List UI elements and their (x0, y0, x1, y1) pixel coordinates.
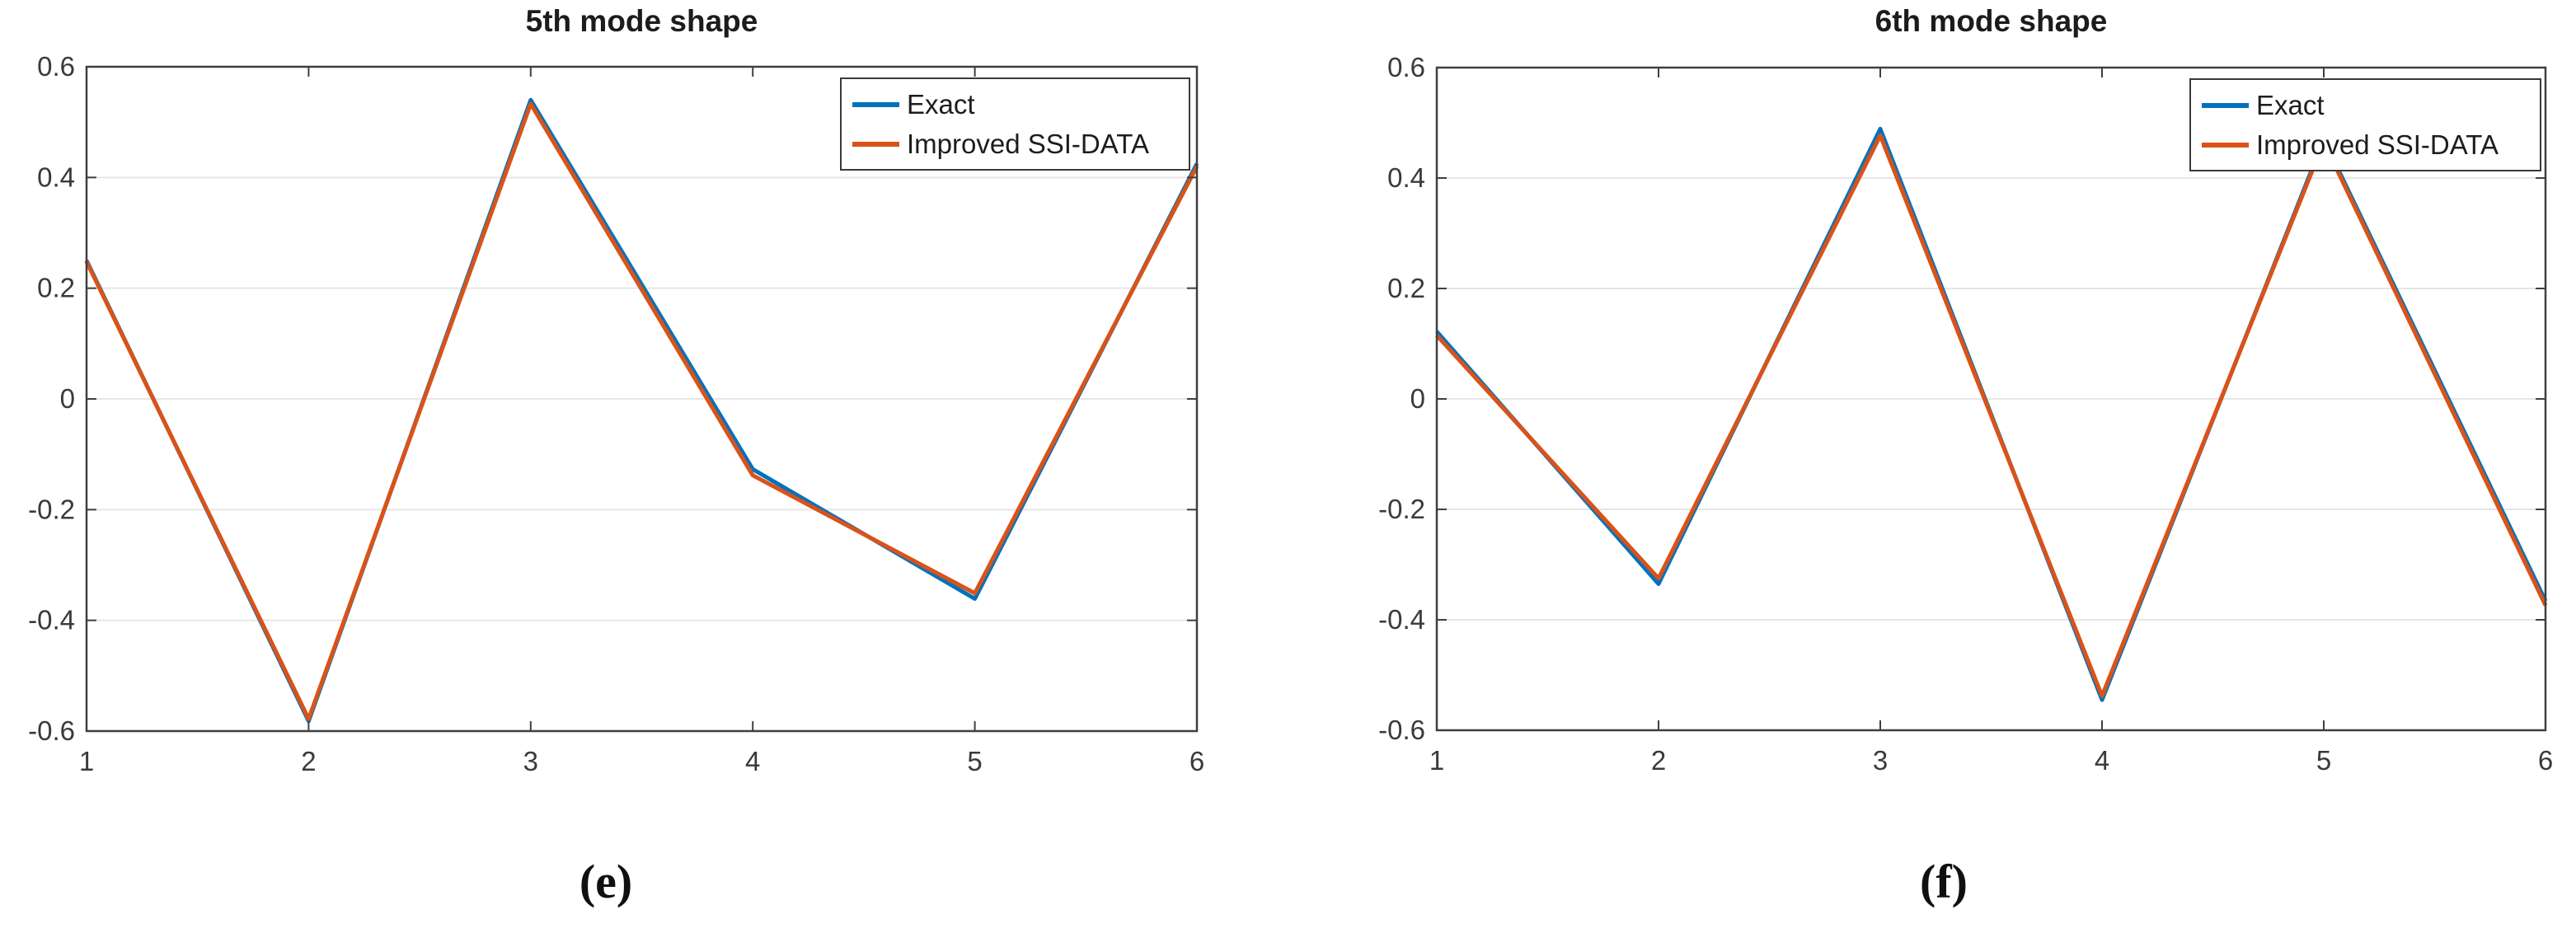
legend-right-chart: Exact Improved SSI-DATA (2189, 78, 2541, 171)
legend-left-chart: Exact Improved SSI-DATA (840, 77, 1190, 171)
x-tick-label: 3 (1873, 745, 1888, 776)
exact-line-swatch (852, 101, 899, 107)
y-tick-label: 0.4 (37, 162, 75, 192)
subfigure-caption-f: (f) (1920, 855, 1968, 908)
x-tick-label: 5 (967, 746, 982, 776)
chart-title-6th-mode: 6th mode shape (1875, 4, 2108, 38)
legend-label-improved-ssi-data: Improved SSI-DATA (2256, 129, 2499, 160)
legend-entry-improved-ssi-data: Improved SSI-DATA (2202, 131, 2540, 158)
chart-1: 0.6 0.4 0.2 0 -0.2 -0.4 -0.61 2 3 4 5 6 (1378, 52, 2553, 776)
series-line-improved-ssi-data (1435, 133, 2548, 698)
y-tick-label: 0.4 (1387, 162, 1425, 193)
legend-label-improved-ssi-data: Improved SSI-DATA (907, 129, 1150, 159)
legend-entry-improved-ssi-data: Improved SSI-DATA (852, 130, 1189, 157)
x-tick-label: 1 (1429, 745, 1444, 776)
series-line-exact (84, 97, 1199, 724)
improved-ssi-data-line-swatch (852, 141, 899, 147)
x-tick-label: 2 (301, 746, 316, 776)
y-tick-label: -0.6 (1378, 715, 1425, 745)
chart-0: 0.6 0.4 0.2 0 -0.2 -0.4 -0.61 2 3 4 5 6 (28, 51, 1204, 776)
y-tick-label: 0.6 (1387, 52, 1425, 82)
subfigure-caption-e: (e) (579, 855, 633, 908)
y-tick-label: 0.2 (37, 273, 75, 303)
legend-entry-exact: Exact (852, 91, 1189, 118)
x-tick-label: 6 (1189, 746, 1204, 776)
x-tick-label: 5 (2316, 745, 2331, 776)
x-tick-label: 6 (2538, 745, 2553, 776)
x-tick-label: 2 (1651, 745, 1666, 776)
y-tick-label: -0.2 (1378, 494, 1425, 524)
y-tick-label: 0 (60, 383, 75, 414)
chart-title-5th-mode: 5th mode shape (525, 4, 758, 38)
y-tick-label: -0.6 (28, 715, 75, 746)
legend-label-exact: Exact (907, 89, 975, 120)
x-tick-label: 4 (2095, 745, 2109, 776)
exact-line-swatch (2202, 102, 2249, 108)
y-tick-label: -0.2 (28, 494, 75, 524)
legend-label-exact: Exact (2256, 90, 2325, 120)
x-tick-label: 4 (745, 746, 760, 776)
y-tick-label: 0 (1410, 383, 1425, 414)
y-tick-label: -0.4 (1378, 604, 1425, 635)
x-tick-label: 1 (79, 746, 94, 776)
series-line-improved-ssi-data (84, 101, 1199, 721)
legend-entry-exact: Exact (2202, 91, 2540, 119)
y-tick-label: 0.2 (1387, 273, 1425, 303)
y-tick-label: 0.6 (37, 51, 75, 82)
improved-ssi-data-line-swatch (2202, 142, 2249, 148)
y-tick-label: -0.4 (28, 605, 75, 635)
x-tick-label: 3 (523, 746, 538, 776)
